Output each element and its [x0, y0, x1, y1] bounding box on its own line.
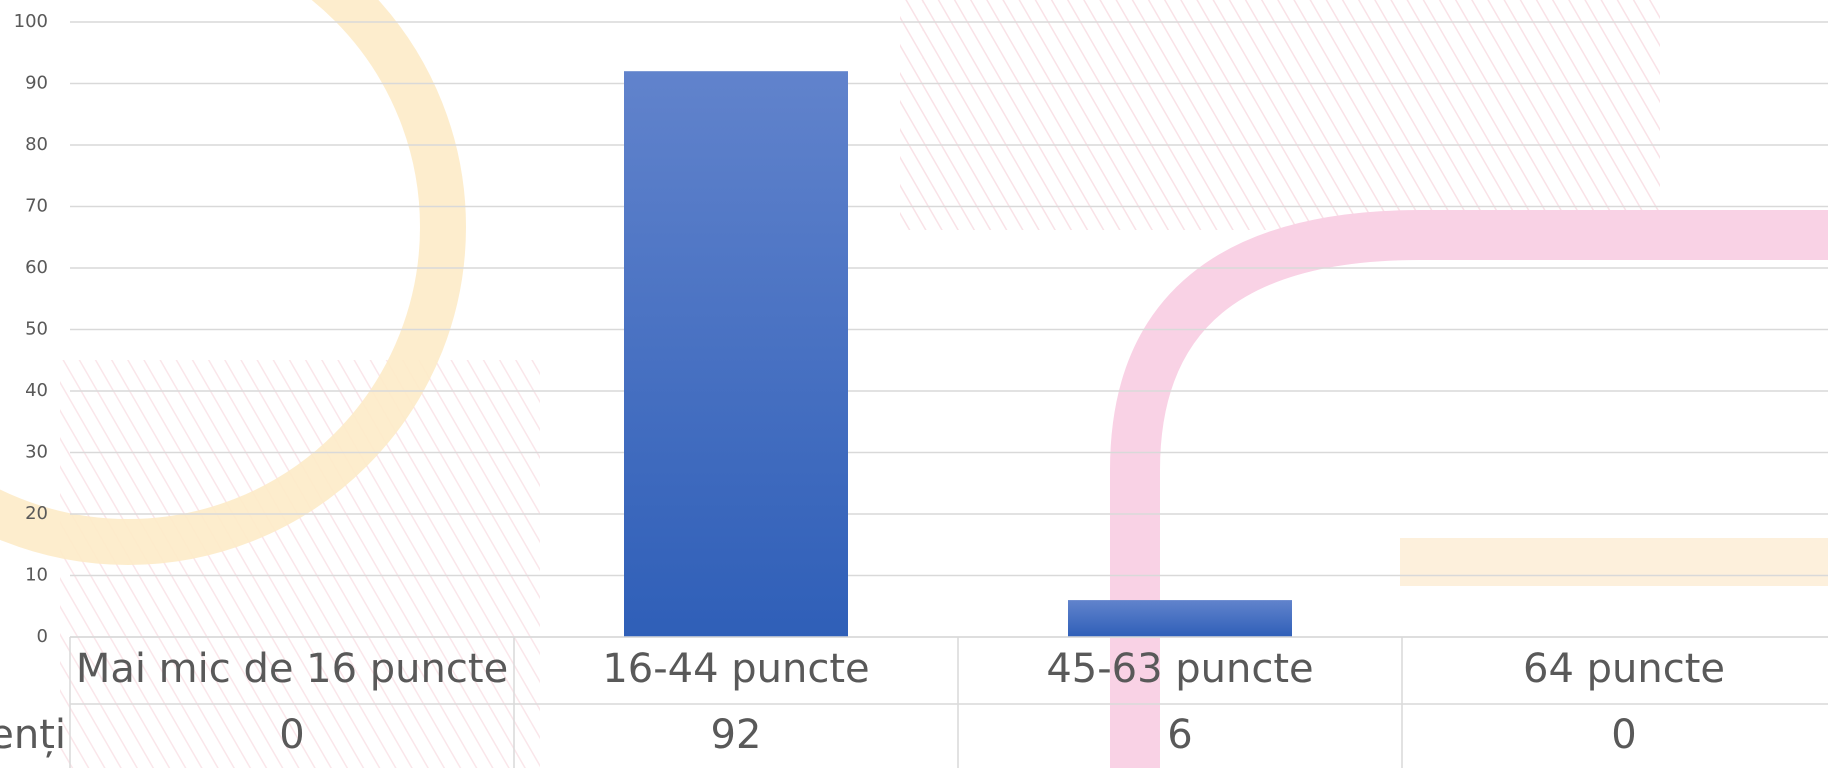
page: 0102030405060708090100 enți Mai mic de 1… [0, 0, 1828, 768]
table-value: 0 [1611, 712, 1636, 758]
x-tick-label: 45-63 puncte [1046, 646, 1313, 692]
y-tick-label: 30 [25, 442, 48, 463]
x-tick-label: 64 puncte [1523, 646, 1725, 692]
y-tick-label: 90 [25, 73, 48, 94]
y-tick-label: 80 [25, 134, 48, 155]
y-tick-label: 10 [25, 565, 48, 586]
table-value: 0 [279, 712, 304, 758]
y-tick-label: 0 [37, 626, 48, 647]
y-tick-label: 70 [25, 196, 48, 217]
chart: 0102030405060708090100 enți Mai mic de 1… [0, 0, 1828, 768]
bar [624, 71, 848, 637]
table-value: 6 [1167, 712, 1192, 758]
y-tick-label: 20 [25, 503, 48, 524]
y-tick-label: 100 [14, 11, 48, 32]
table-value: 92 [711, 712, 762, 758]
bar [1068, 600, 1292, 637]
y-tick-label: 50 [25, 319, 48, 340]
x-tick-label: 16-44 puncte [602, 646, 869, 692]
y-tick-label: 40 [25, 380, 48, 401]
y-tick-label: 60 [25, 257, 48, 278]
series-name: enți [0, 712, 66, 758]
x-tick-label: Mai mic de 16 puncte [76, 646, 508, 692]
